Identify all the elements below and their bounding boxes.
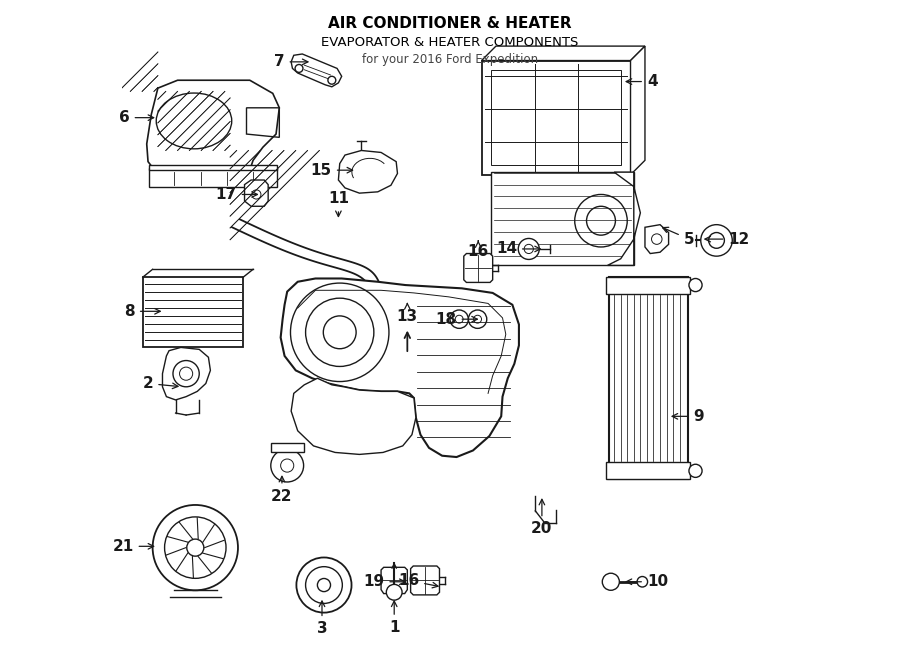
- Text: for your 2016 Ford Expedition: for your 2016 Ford Expedition: [362, 53, 538, 66]
- Text: 5: 5: [662, 227, 694, 247]
- Polygon shape: [631, 46, 645, 175]
- Text: 20: 20: [531, 499, 553, 536]
- Circle shape: [518, 238, 539, 260]
- Text: 16: 16: [468, 241, 489, 259]
- Circle shape: [295, 64, 303, 72]
- Polygon shape: [464, 254, 492, 283]
- Text: 6: 6: [119, 110, 154, 125]
- Circle shape: [328, 76, 336, 84]
- Bar: [482, 60, 631, 175]
- Bar: [149, 168, 277, 187]
- Text: 14: 14: [496, 242, 540, 256]
- Circle shape: [386, 585, 402, 600]
- Text: 2: 2: [142, 376, 178, 391]
- Polygon shape: [645, 224, 669, 254]
- Circle shape: [153, 505, 238, 591]
- Bar: [609, 277, 688, 479]
- Text: 21: 21: [112, 539, 154, 554]
- Text: 11: 11: [328, 191, 349, 216]
- Text: EVAPORATOR & HEATER COMPONENTS: EVAPORATOR & HEATER COMPONENTS: [321, 36, 579, 48]
- Circle shape: [688, 464, 702, 477]
- Polygon shape: [281, 279, 519, 457]
- Polygon shape: [147, 80, 279, 170]
- Polygon shape: [291, 378, 416, 454]
- Text: 16: 16: [398, 573, 438, 588]
- Text: 18: 18: [436, 312, 477, 326]
- Circle shape: [187, 539, 203, 556]
- Bar: [149, 165, 277, 170]
- Text: 9: 9: [672, 409, 704, 424]
- Circle shape: [701, 224, 733, 256]
- Polygon shape: [410, 566, 439, 595]
- Bar: [143, 277, 243, 348]
- Polygon shape: [158, 91, 230, 150]
- Bar: [607, 462, 690, 479]
- Circle shape: [450, 310, 468, 328]
- Text: 22: 22: [271, 477, 292, 504]
- Polygon shape: [163, 348, 211, 400]
- Text: 7: 7: [274, 54, 308, 70]
- Text: 8: 8: [124, 304, 160, 319]
- Text: 15: 15: [310, 163, 353, 177]
- Text: 4: 4: [626, 74, 658, 89]
- Text: 17: 17: [215, 187, 257, 202]
- Polygon shape: [482, 46, 645, 60]
- Bar: [607, 277, 690, 293]
- Circle shape: [271, 449, 303, 482]
- Circle shape: [602, 573, 619, 591]
- Circle shape: [637, 577, 648, 587]
- Text: 12: 12: [705, 232, 750, 247]
- Circle shape: [688, 279, 702, 292]
- Bar: [491, 172, 634, 265]
- Text: AIR CONDITIONER & HEATER: AIR CONDITIONER & HEATER: [328, 16, 572, 31]
- Bar: [491, 70, 621, 165]
- Bar: [271, 443, 303, 452]
- Text: 13: 13: [397, 303, 418, 324]
- Polygon shape: [291, 54, 342, 87]
- Polygon shape: [338, 150, 398, 193]
- Text: 3: 3: [317, 601, 328, 636]
- Polygon shape: [381, 567, 408, 594]
- Text: 19: 19: [364, 574, 405, 589]
- Text: 1: 1: [389, 601, 400, 635]
- Circle shape: [468, 310, 487, 328]
- Text: 10: 10: [626, 574, 668, 589]
- Polygon shape: [608, 172, 641, 265]
- Circle shape: [296, 557, 352, 612]
- Polygon shape: [245, 180, 268, 207]
